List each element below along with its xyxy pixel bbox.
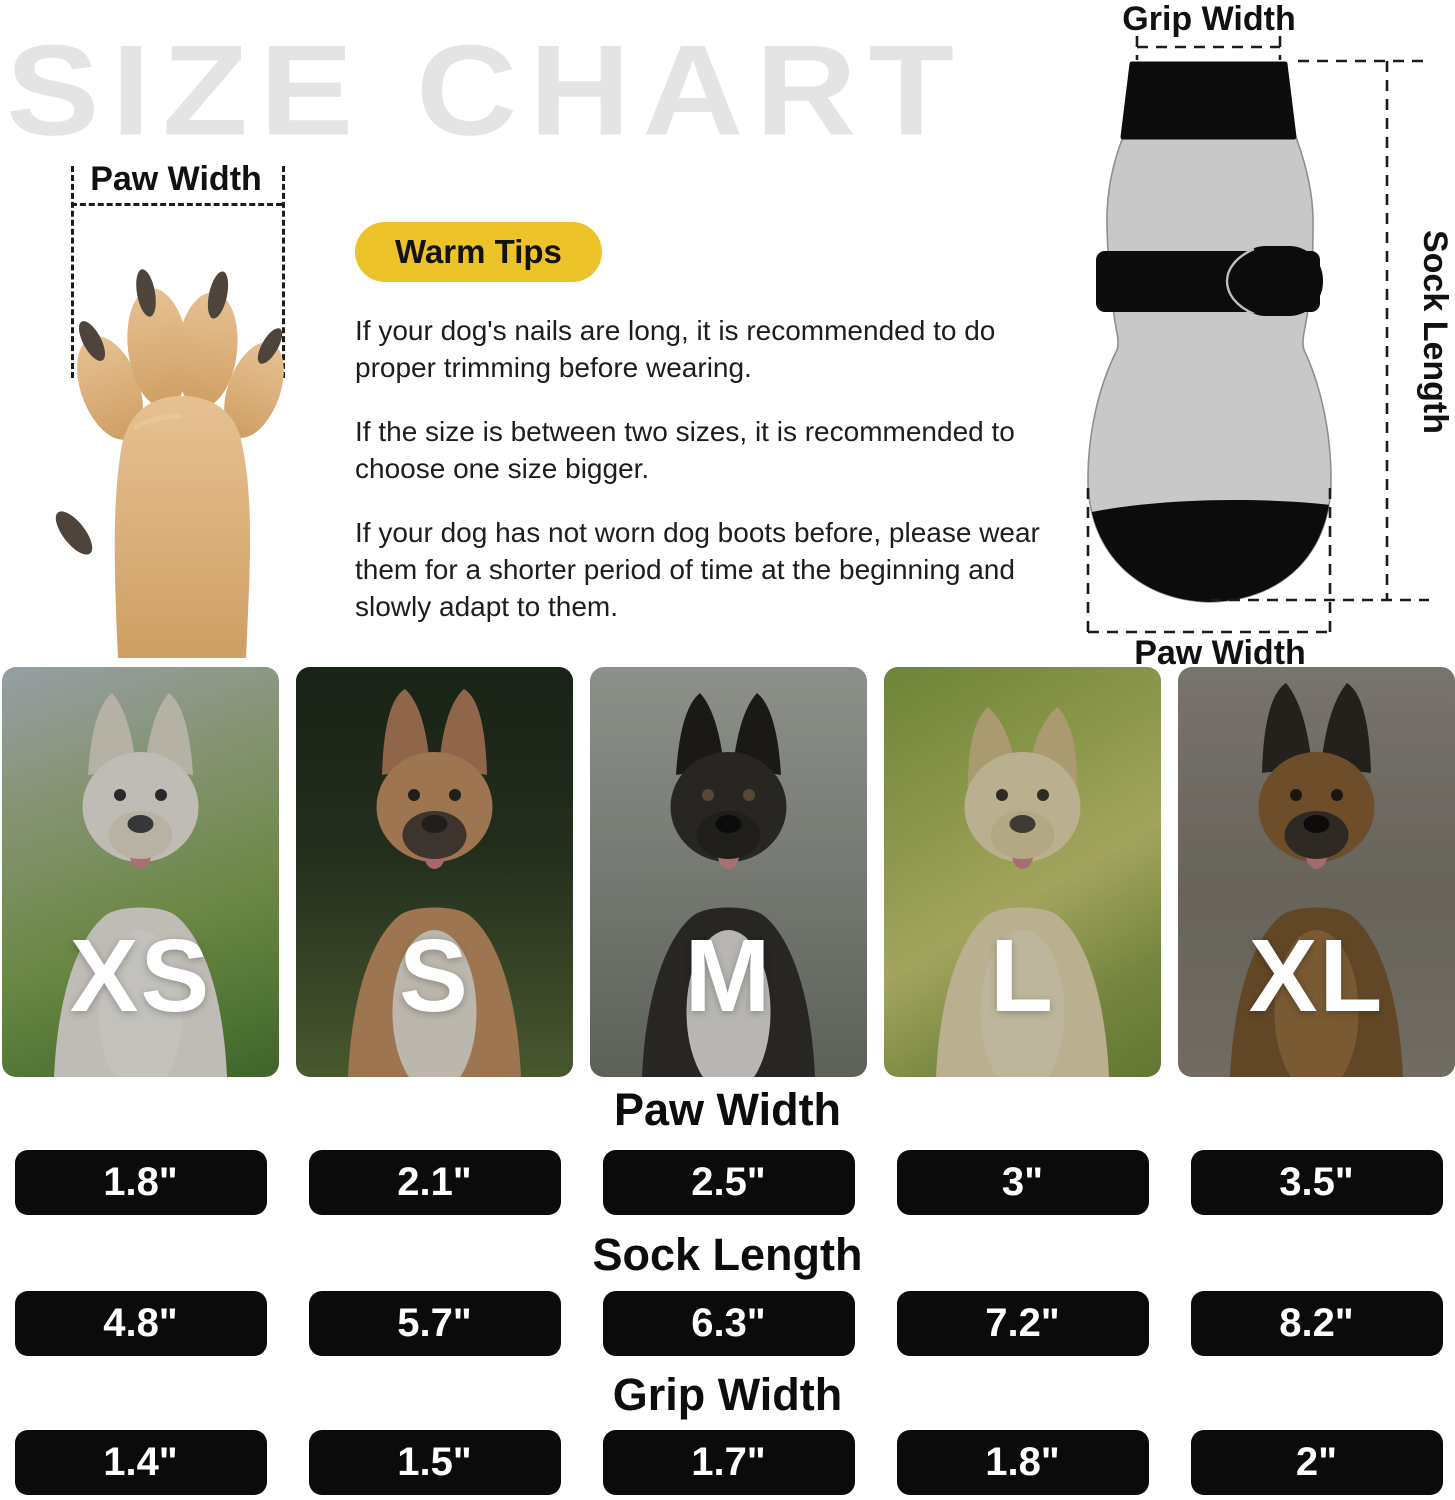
size-label-m: M: [684, 918, 773, 1033]
size-label-s: S: [399, 918, 470, 1033]
size-card-m: M: [590, 667, 867, 1077]
value-pill: 8.2": [1190, 1291, 1443, 1356]
measure-line: [71, 166, 74, 378]
dog-paw-photo: [55, 269, 284, 658]
size-cards-row: XS S M: [2, 667, 1455, 1077]
value-pill: 1.7": [602, 1430, 855, 1495]
table-row-grip-width: 1.4" 1.5" 1.7" 1.8" 2": [2, 1430, 1455, 1495]
sock-measure-diagram: Grip Width Sock Length Paw Width: [1086, 0, 1454, 672]
photo-shade: [884, 667, 1161, 1077]
paw-width-label: Paw Width: [90, 160, 262, 198]
tip-text-2: If the size is between two sizes, it is …: [355, 416, 1015, 484]
dog-photo-westie: [54, 693, 227, 1077]
size-label-xs: XS: [69, 918, 212, 1033]
sock-length-label: Sock Length: [1416, 230, 1454, 434]
warm-tips-section: Warm Tips If your dog's nails are long, …: [355, 222, 1040, 652]
sock-cuff: [1120, 61, 1297, 140]
warm-tips-badge: Warm Tips: [355, 222, 602, 282]
size-card-xl: XL: [1178, 667, 1455, 1077]
grip-width-label: Grip Width: [1122, 0, 1295, 38]
value-pill: 2": [1190, 1430, 1443, 1495]
claw: [78, 321, 106, 361]
claw: [257, 328, 283, 364]
measure-line: [282, 166, 285, 378]
size-card-xs: XS: [2, 667, 279, 1077]
size-card-l: L: [884, 667, 1161, 1077]
value-pill: 2.1": [308, 1150, 561, 1215]
value-pill: 3": [896, 1150, 1149, 1215]
value-pill: 7.2": [896, 1291, 1149, 1356]
dewclaw: [55, 511, 93, 555]
dog-photo-border-collie: [642, 693, 815, 1077]
table-heading-sock-length: Sock Length: [592, 1229, 863, 1280]
sock-strap-tab: [1232, 246, 1323, 316]
claw: [136, 269, 156, 317]
dog-photo-french-bulldog: [348, 689, 521, 1077]
value-pill: 1.5": [308, 1430, 561, 1495]
dog-photo-labrador: [936, 707, 1109, 1077]
tip-text-3: If your dog has not worn dog boots befor…: [355, 517, 1040, 622]
table-row-paw-width: 1.8" 2.1" 2.5" 3" 3.5": [2, 1150, 1455, 1215]
tip-text-1: If your dog's nails are long, it is reco…: [355, 315, 996, 383]
photo-shade: [296, 667, 573, 1077]
dog-photo-german-shepherd: [1230, 683, 1403, 1077]
paw-shape: [55, 269, 284, 658]
sock-paw-width-label: Paw Width: [1134, 634, 1306, 672]
sock-shape: [1087, 61, 1332, 603]
photo-shade: [590, 667, 867, 1077]
size-card-s: S: [296, 667, 573, 1077]
value-pill: 5.7": [308, 1291, 561, 1356]
value-pill: 6.3": [602, 1291, 855, 1356]
table-heading-grip-width: Grip Width: [612, 1369, 843, 1420]
value-pill: 1.8": [14, 1150, 267, 1215]
claw: [207, 271, 229, 319]
value-pill: 1.4": [14, 1430, 267, 1495]
photo-shade: [2, 667, 279, 1077]
value-pill: 3.5": [1190, 1150, 1443, 1215]
value-pill: 4.8": [14, 1291, 267, 1356]
size-label-l: L: [990, 918, 1055, 1033]
table-heading-paw-width: Paw Width: [613, 1084, 842, 1135]
value-pill: 2.5": [602, 1150, 855, 1215]
measure-line: [71, 203, 282, 206]
value-pill: 1.8": [896, 1430, 1149, 1495]
table-row-sock-length: 4.8" 5.7" 6.3" 7.2" 8.2": [2, 1291, 1455, 1356]
photo-shade: [1178, 667, 1455, 1077]
sock-foot: [1088, 499, 1331, 602]
size-label-xl: XL: [1248, 918, 1385, 1033]
page-title: SIZE CHART: [6, 17, 966, 163]
